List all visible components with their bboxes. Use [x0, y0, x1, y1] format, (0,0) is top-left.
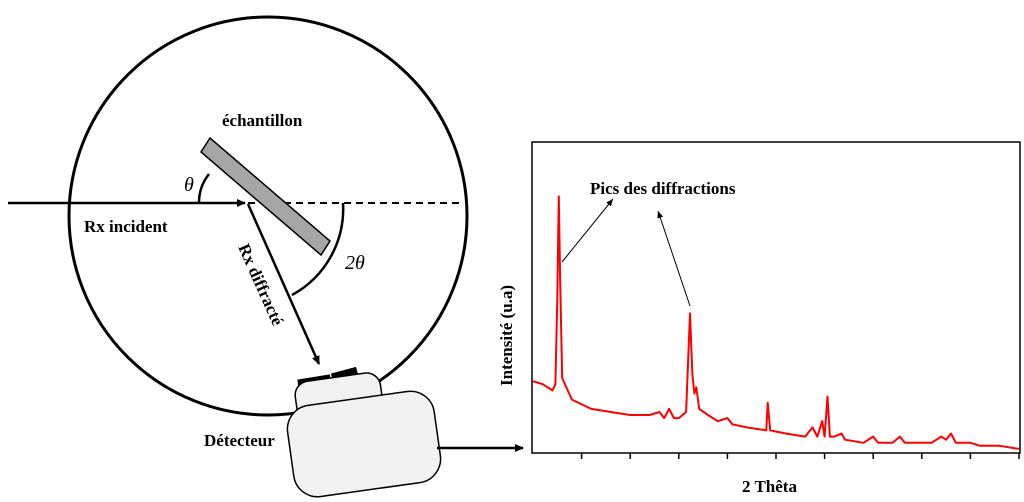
- detector-label: Détecteur: [204, 431, 275, 450]
- diffracted-beam: [246, 203, 321, 365]
- theta-arc: [197, 173, 211, 204]
- theta-label: θ: [184, 174, 194, 196]
- two-theta-label: 2θ: [345, 252, 365, 274]
- x-axis-ticks: [580, 453, 1020, 459]
- two-theta-arc: [291, 202, 345, 297]
- sample-plate: [200, 136, 331, 257]
- diffracted-beam-label: Rx diffracté: [234, 241, 287, 329]
- y-axis-label: Intensité (u.a): [497, 285, 516, 386]
- x-axis-label: 2 Thêta: [742, 477, 797, 496]
- detector-body: [286, 390, 442, 498]
- goniometer-circle: [67, 15, 469, 417]
- peaks-label: Pics des diffractions: [590, 179, 736, 198]
- incident-beam-label: Rx incident: [84, 217, 168, 236]
- peak-arrow-1: [561, 198, 614, 263]
- diffraction-spectrum-line: [532, 195, 1020, 450]
- sample-label: échantillon: [222, 111, 303, 130]
- peak-arrow-2: [657, 210, 691, 307]
